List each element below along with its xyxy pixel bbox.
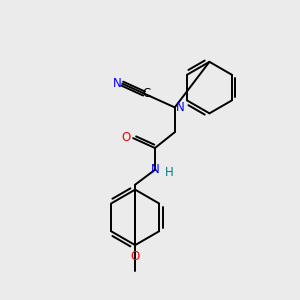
Text: C: C [142, 87, 150, 100]
Text: N: N [176, 101, 184, 114]
Text: O: O [130, 250, 140, 263]
Text: O: O [121, 130, 130, 144]
Text: N: N [112, 77, 121, 90]
Text: H: H [164, 166, 173, 179]
Text: N: N [151, 163, 159, 176]
